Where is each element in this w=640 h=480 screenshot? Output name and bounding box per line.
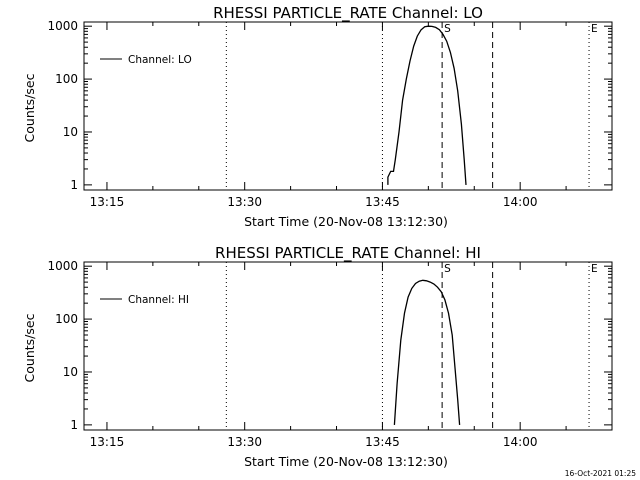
y-tick-label: 1: [70, 418, 78, 432]
x-tick-label: 13:45: [365, 195, 400, 209]
series-line-hi: [393, 279, 461, 425]
interval-marker-label: E: [591, 23, 598, 35]
y-tick-label: 1000: [47, 259, 78, 273]
series-line-lo: [387, 25, 467, 185]
interval-marker-label: E: [591, 263, 598, 275]
y-tick-label: 10: [63, 125, 78, 139]
x-tick-label: 13:30: [227, 435, 262, 449]
y-axis-label-hi: Counts/sec: [22, 313, 37, 382]
x-axis-label-hi: Start Time (20-Nov-08 13:12:30): [244, 454, 448, 469]
y-tick-label: 10: [63, 365, 78, 379]
interval-marker-label: S: [444, 23, 451, 35]
chart-title-hi: RHESSI PARTICLE_RATE Channel: HI: [215, 244, 481, 263]
y-axis-label-lo: Counts/sec: [22, 73, 37, 142]
chart-title-lo: RHESSI PARTICLE_RATE Channel: LO: [213, 4, 483, 23]
interval-marker-label: S: [444, 263, 451, 275]
footer-timestamp: 16-Oct-2021 01:25: [565, 469, 636, 478]
hi-channel-panel: RHESSI PARTICLE_RATE Channel: HI Counts/…: [22, 244, 613, 469]
plot-frame-lo: [83, 21, 613, 191]
x-tick-label: 14:00: [503, 195, 538, 209]
lo-channel-panel: RHESSI PARTICLE_RATE Channel: LO Counts/…: [22, 4, 613, 229]
x-tick-label: 13:15: [90, 435, 125, 449]
y-tick-label: 100: [55, 312, 78, 326]
legend-label-hi: Channel: HI: [128, 294, 189, 306]
y-tick-label: 1000: [47, 19, 78, 33]
y-tick-label: 1: [70, 178, 78, 192]
y-tick-label: 100: [55, 72, 78, 86]
x-tick-label: 13:30: [227, 195, 262, 209]
plot-frame-hi: [83, 261, 613, 431]
x-tick-label: 13:45: [365, 435, 400, 449]
x-axis-label-lo: Start Time (20-Nov-08 13:12:30): [244, 214, 448, 229]
x-tick-label: 13:15: [90, 195, 125, 209]
x-tick-label: 14:00: [503, 435, 538, 449]
legend-label-lo: Channel: LO: [128, 54, 192, 66]
